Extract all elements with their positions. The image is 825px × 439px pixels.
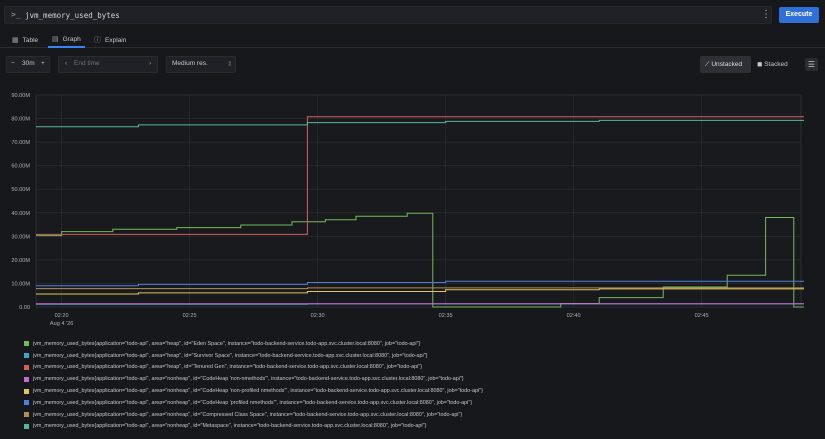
y-tick-label: 70.00M: [11, 140, 30, 146]
y-tick-label: 10.00M: [11, 281, 30, 287]
series-line-2: [36, 116, 804, 235]
end-time-input[interactable]: End time: [74, 60, 100, 67]
series-line-4: [36, 288, 804, 295]
resolution-select[interactable]: Medium res. ⇕: [166, 56, 236, 73]
plot-area: [35, 94, 802, 308]
y-tick-label: 60.00M: [11, 164, 30, 170]
query-bar: >_ jvm_memory_used_bytes ⋮ Execute: [0, 0, 825, 30]
y-tick-label: 20.00M: [11, 258, 30, 264]
graph-settings-icon[interactable]: ☰: [805, 58, 818, 71]
legend-label: jvm_memory_used_bytes{application="todo-…: [33, 352, 428, 359]
legend-label: jvm_memory_used_bytes{application="todo-…: [33, 399, 473, 406]
legend-item[interactable]: jvm_memory_used_bytes{application="todo-…: [24, 362, 814, 374]
x-tick-sublabel: Aug 4 '26: [50, 321, 73, 327]
tab-graph[interactable]: ▤ Graph: [48, 32, 85, 48]
legend-label: jvm_memory_used_bytes{application="todo-…: [33, 411, 463, 418]
chevron-left-icon[interactable]: ‹: [65, 60, 68, 67]
y-tick-label: 50.00M: [11, 187, 30, 193]
tab-graph-label: Graph: [62, 35, 81, 43]
stacking-toggle: ⟋ Unstacked ◼ Stacked: [700, 56, 798, 73]
legend-item[interactable]: jvm_memory_used_bytes{application="todo-…: [24, 338, 814, 350]
y-tick-label: 30.00M: [11, 234, 30, 240]
legend-item[interactable]: jvm_memory_used_bytes{application="todo-…: [24, 350, 814, 362]
y-tick-label: 90.00M: [11, 93, 30, 99]
unstacked-icon: ⟋: [705, 61, 712, 68]
y-tick-label: 80.00M: [11, 117, 30, 123]
range-increase-button[interactable]: +: [41, 60, 45, 67]
legend-swatch: [24, 423, 29, 429]
range-value[interactable]: 30m: [22, 60, 35, 67]
query-input[interactable]: >_ jvm_memory_used_bytes: [4, 6, 772, 24]
view-tabs: ▦ Table ▤ Graph ⓘ Explain: [0, 30, 825, 48]
legend-label: jvm_memory_used_bytes{application="todo-…: [33, 388, 483, 395]
legend-item[interactable]: jvm_memory_used_bytes{application="todo-…: [24, 373, 814, 385]
graph-icon: ▤: [52, 36, 59, 43]
series-line-5: [36, 280, 804, 287]
legend-swatch: [24, 353, 29, 359]
x-tick-label: 02:40: [567, 313, 581, 319]
legend-swatch: [24, 388, 29, 394]
explain-icon: ⓘ: [94, 37, 101, 44]
x-tick-label: 02:30: [311, 313, 325, 319]
end-time-picker: ‹ End time ›: [58, 56, 158, 73]
chart-legend: jvm_memory_used_bytes{application="todo-…: [24, 338, 814, 432]
series-line-7: [36, 119, 804, 128]
tab-table-label: Table: [22, 36, 39, 44]
x-tick-label: 02:35: [439, 313, 453, 319]
range-decrease-button[interactable]: −: [11, 60, 15, 67]
legend-label: jvm_memory_used_bytes{application="todo-…: [33, 423, 427, 430]
x-tick-label: 02:25: [183, 313, 197, 319]
legend-label: jvm_memory_used_bytes{application="todo-…: [33, 340, 421, 347]
graph-toolbar: − 30m + ‹ End time › Medium res. ⇕ ⟋ Uns…: [0, 52, 825, 76]
legend-item[interactable]: jvm_memory_used_bytes{application="todo-…: [24, 409, 814, 421]
range-control: − 30m +: [6, 56, 50, 73]
table-icon: ▦: [12, 37, 19, 44]
execute-button[interactable]: Execute: [779, 7, 819, 23]
legend-swatch: [24, 412, 29, 418]
kebab-menu-icon[interactable]: ⋮: [761, 9, 771, 20]
y-tick-label: 40.00M: [11, 211, 30, 217]
legend-item[interactable]: jvm_memory_used_bytes{application="todo-…: [24, 385, 814, 397]
legend-swatch: [24, 341, 29, 347]
series-line-6: [36, 287, 804, 290]
legend-label: jvm_memory_used_bytes{application="todo-…: [33, 376, 464, 383]
legend-swatch: [24, 400, 29, 406]
series-line-0: [36, 212, 804, 308]
legend-item[interactable]: jvm_memory_used_bytes{application="todo-…: [24, 397, 814, 409]
legend-swatch: [24, 364, 29, 370]
resolution-value: Medium res.: [172, 60, 208, 67]
tab-explain[interactable]: ⓘ Explain: [90, 32, 130, 48]
chevron-right-icon[interactable]: ›: [149, 60, 152, 67]
x-tick-label: 02:45: [695, 313, 709, 319]
memory-chart: 0.00 10.00M 20.00M 30.00M 40.00M 50.00M 60.00M…: [11, 93, 804, 327]
select-arrows-icon: ⇕: [227, 61, 233, 68]
stacked-button[interactable]: ◼ Stacked: [753, 56, 798, 73]
legend-label: jvm_memory_used_bytes{application="todo-…: [33, 364, 423, 371]
stacked-icon: ◼: [757, 61, 765, 68]
unstacked-button[interactable]: ⟋ Unstacked: [700, 56, 751, 73]
query-expression[interactable]: jvm_memory_used_bytes: [25, 11, 120, 20]
unstacked-label: Unstacked: [711, 61, 743, 68]
terminal-prompt-icon: >_: [11, 10, 21, 19]
stacked-label: Stacked: [764, 61, 788, 68]
tab-explain-label: Explain: [105, 36, 127, 44]
legend-swatch: [24, 376, 29, 382]
x-tick-label: 02:20: [55, 313, 69, 319]
y-tick-label: 0.00: [19, 305, 30, 311]
legend-item[interactable]: jvm_memory_used_bytes{application="todo-…: [24, 421, 814, 433]
tab-table[interactable]: ▦ Table: [8, 32, 42, 48]
